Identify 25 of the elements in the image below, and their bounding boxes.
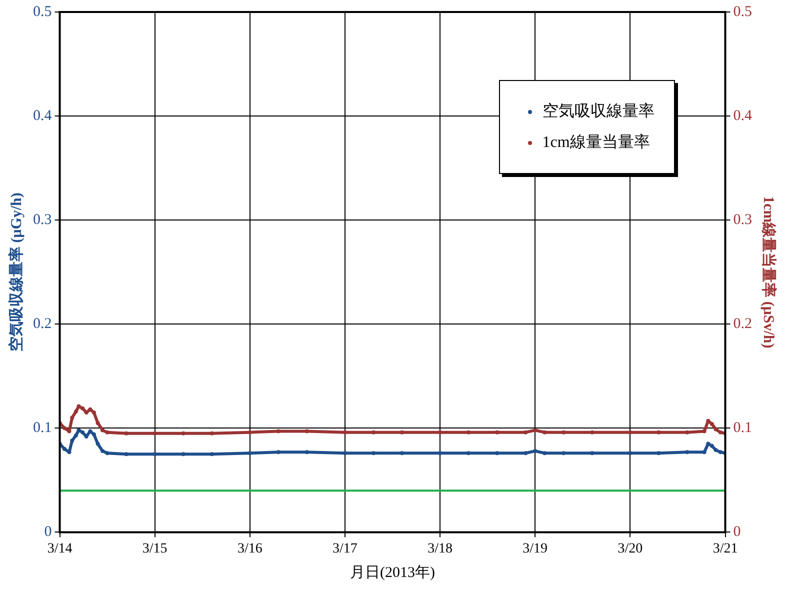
legend-label: 1cm線量当量率 xyxy=(542,132,650,153)
y2-tick-label: 0.5 xyxy=(733,4,752,20)
y-tick-label: 0 xyxy=(44,524,52,540)
y-tick-label: 0.1 xyxy=(33,420,52,436)
y2-tick-label: 0.2 xyxy=(733,316,752,332)
y2-axis-title: 1cm線量当量率 (μSv/h) xyxy=(760,196,778,348)
y-axis-title: 空気吸収線量率 (μGy/h) xyxy=(6,192,25,352)
x-tick-label: 3/21 xyxy=(712,541,738,556)
y-tick-label: 0.4 xyxy=(33,108,52,124)
y-tick-label: 0.2 xyxy=(33,316,52,332)
x-tick-label: 3/15 xyxy=(142,541,168,556)
legend-label: 空気吸収線量率 xyxy=(542,102,654,122)
y2-tick-label: 0.4 xyxy=(733,108,752,124)
x-tick-label: 3/19 xyxy=(522,541,548,556)
y2-tick-label: 0.3 xyxy=(733,212,752,228)
y2-tick-label: 0.1 xyxy=(733,420,752,436)
y-tick-label: 0.3 xyxy=(33,212,52,228)
y2-tick-label: 0 xyxy=(733,524,741,540)
x-tick-label: 3/16 xyxy=(237,541,262,556)
x-tick-label: 3/20 xyxy=(618,541,643,556)
x-tick-label: 3/17 xyxy=(332,541,358,556)
x-tick-label: 3/18 xyxy=(428,541,452,556)
x-tick-label: 3/14 xyxy=(47,541,72,556)
y-tick-label: 0.5 xyxy=(33,4,52,20)
x-axis-title: 月日(2013年) xyxy=(350,564,435,581)
